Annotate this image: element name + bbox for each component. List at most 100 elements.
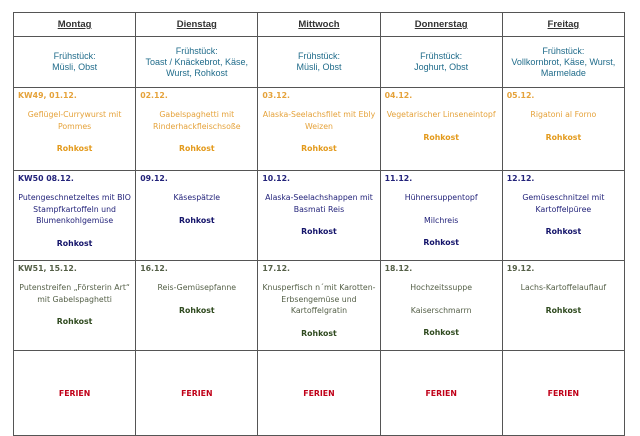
meal-date: 11.12. [384, 174, 413, 183]
breakfast-line: Toast / Knäckebrot, Käse, [145, 56, 249, 67]
meal-items: Geflügel-Currywurst mit Pommes Rohkost [14, 103, 135, 155]
meal-date: 16.12. [140, 264, 168, 273]
meal-date: 05.12. [506, 91, 535, 100]
meal-cell: 05.12. Rigatoni al Forno Rohkost [501, 87, 626, 171]
meal-date: 09.12. [140, 174, 168, 183]
side-dish-label: Rohkost [178, 305, 215, 315]
side-dish-label: Rohkost [423, 238, 459, 247]
dish-name: Hühnersuppentopf [404, 193, 478, 202]
meal-items: Alaska-Seelachshappen mit Basmati Reis Ro… [258, 186, 379, 238]
side-dish-label: Rohkost [545, 132, 582, 142]
breakfast-line: Müsli, Obst [52, 62, 98, 72]
meal-items: Putengeschnetzeltes mit BIO Stampfkartof… [14, 186, 135, 249]
breakfast-line: Marmelade [540, 67, 586, 78]
meal-items: Reis-Gemüsepfanne Rohkost [136, 276, 257, 316]
day-header-row: Montag Dienstag Mittwoch Donnerstag Freitag [12, 12, 626, 37]
breakfast-line: Frühstück: [420, 51, 463, 61]
meal-cell: KW51, 15.12. Putenstreifen „Försterin Art… [12, 260, 137, 351]
day-header: Freitag [501, 12, 626, 37]
meal-items: Putenstreifen „Försterin Art“ mit Gabels… [14, 276, 135, 328]
dish-name: Vegetarischer Linseneintopf [386, 110, 496, 119]
holiday-label: FERIEN [181, 388, 213, 398]
meal-date: KW49, 01.12. [18, 91, 77, 100]
breakfast-cell: Frühstück: Joghurt, Obst [379, 36, 503, 88]
breakfast-cell: Frühstück: Vollkornbrot, Käse, Wurst, Marm… [501, 36, 626, 88]
meal-items: Käsespätzle Rohkost [136, 186, 257, 226]
meal-date: KW51, 15.12. [18, 264, 77, 273]
meal-plan-table: Montag Dienstag Mittwoch Donnerstag Freitag … [12, 12, 626, 436]
day-header: Dienstag [135, 12, 259, 37]
day-header: Donnerstag [379, 12, 503, 37]
side-dish-label: Rohkost [545, 305, 582, 315]
week-row: KW50 08.12. Putengeschnetzeltes mit BIO S… [12, 170, 626, 261]
meal-cell: 02.12. Gabelspaghetti mit Rinderhackfleis… [135, 87, 259, 171]
breakfast-line: Frühstück: [175, 45, 218, 56]
holiday-cell: FERIEN [379, 350, 503, 436]
side-dish-label: Rohkost [56, 317, 93, 326]
meal-cell: 11.12. Hühnersuppentopf Milchreis Rohkost [379, 170, 503, 261]
meal-items: Rigatoni al Forno Rohkost [503, 103, 624, 143]
side-dish-label: Rohkost [178, 215, 215, 225]
breakfast-cell: Frühstück: Müsli, Obst [257, 36, 381, 88]
holiday-cell: FERIEN [12, 350, 137, 436]
meal-cell: 17.12. Knusperfisch n´mit Karotten-Erbsen… [257, 260, 381, 351]
meal-date: 03.12. [262, 91, 290, 100]
meal-items: Gemüseschnitzel mit Kartoffelpüree Rohkos… [503, 186, 624, 238]
breakfast-row: Frühstück: Müsli, Obst Frühstück: Toast / K… [12, 36, 626, 88]
breakfast-cell: Frühstück: Toast / Knäckebrot, Käse, Wurst… [135, 36, 259, 88]
meal-cell: 03.12. Alaska-Seelachsfilet mit Ebly Weiz… [257, 87, 381, 171]
meal-cell: 12.12. Gemüseschnitzel mit Kartoffelpüree… [501, 170, 626, 261]
meal-items: Vegetarischer Linseneintopf Rohkost [381, 103, 502, 143]
side-dish-label: Rohkost [56, 238, 93, 248]
holiday-cell: FERIEN [135, 350, 259, 436]
dish-name: Reis-Gemüsepfanne [157, 283, 237, 292]
dish-name: Lachs-Kartoffelauflauf [520, 283, 607, 292]
meal-date: 17.12. [262, 264, 290, 273]
meal-cell: 16.12. Reis-Gemüsepfanne Rohkost [135, 260, 259, 351]
dish-name: Alaska-Seelachshappen mit Basmati Reis [265, 193, 373, 214]
breakfast-line: Frühstück: [542, 45, 585, 56]
meal-date: KW50 08.12. [18, 174, 74, 183]
meal-cell: 09.12. Käsespätzle Rohkost [135, 170, 259, 261]
dish-name: Kaiserschmarrn [410, 305, 472, 315]
day-header: Mittwoch [257, 12, 381, 37]
breakfast-line: Müsli, Obst [296, 62, 342, 72]
dish-name: Geflügel-Currywurst mit Pommes [27, 110, 122, 131]
dish-name: Putengeschnetzeltes mit BIO Stampfkartof… [18, 193, 131, 225]
meal-items: Knusperfisch n´mit Karotten-Erbsengemüse… [258, 276, 379, 339]
meal-date: 12.12. [506, 174, 535, 183]
holiday-label: FERIEN [58, 388, 91, 398]
side-dish-label: Rohkost [301, 328, 337, 338]
meal-items: Hühnersuppentopf Milchreis Rohkost [381, 186, 502, 249]
side-dish-label: Rohkost [423, 132, 459, 142]
dish-name: Knusperfisch n´mit Karotten-Erbsengemüse… [262, 283, 376, 315]
meal-items: Gabelspaghetti mit Rinderhackfleischsoße… [136, 103, 257, 155]
dish-name: Rigatoni al Forno [530, 110, 597, 119]
meal-date: 04.12. [384, 91, 413, 100]
holiday-cell: FERIEN [501, 350, 626, 436]
day-header: Montag [12, 12, 137, 37]
dish-name: Käsespätzle [173, 193, 221, 202]
side-dish-label: Rohkost [301, 227, 337, 236]
holiday-label: FERIEN [303, 388, 335, 398]
breakfast-line: Vollkornbrot, Käse, Wurst, [511, 56, 616, 67]
breakfast-cell: Frühstück: Müsli, Obst [12, 36, 137, 88]
holiday-label: FERIEN [425, 388, 457, 398]
meal-cell: 10.12. Alaska-Seelachshappen mit Basmati … [257, 170, 381, 261]
meal-date: 18.12. [384, 264, 413, 273]
side-dish-label: Rohkost [56, 144, 93, 153]
dish-name: Putenstreifen „Försterin Art“ mit Gabels… [19, 283, 130, 304]
meal-cell: KW49, 01.12. Geflügel-Currywurst mit Pomm… [12, 87, 137, 171]
breakfast-line: Frühstück: [53, 51, 96, 61]
meal-items: Alaska-Seelachsfilet mit Ebly Weizen Rohk… [258, 103, 379, 155]
meal-cell: 18.12. Hochzeitssuppe Kaiserschmarrn Rohkos… [379, 260, 503, 351]
breakfast-line: Wurst, Rohkost [166, 67, 228, 78]
dish-name: Milchreis [423, 215, 459, 225]
side-dish-label: Rohkost [423, 328, 459, 337]
meal-cell: KW50 08.12. Putengeschnetzeltes mit BIO S… [12, 170, 137, 261]
holiday-cell: FERIEN [257, 350, 381, 436]
meal-cell: 04.12. Vegetarischer Linseneintopf Rohkost [379, 87, 503, 171]
meal-date: 19.12. [506, 264, 535, 273]
dish-name: Hochzeitssuppe [410, 283, 473, 292]
breakfast-line: Joghurt, Obst [414, 62, 469, 72]
